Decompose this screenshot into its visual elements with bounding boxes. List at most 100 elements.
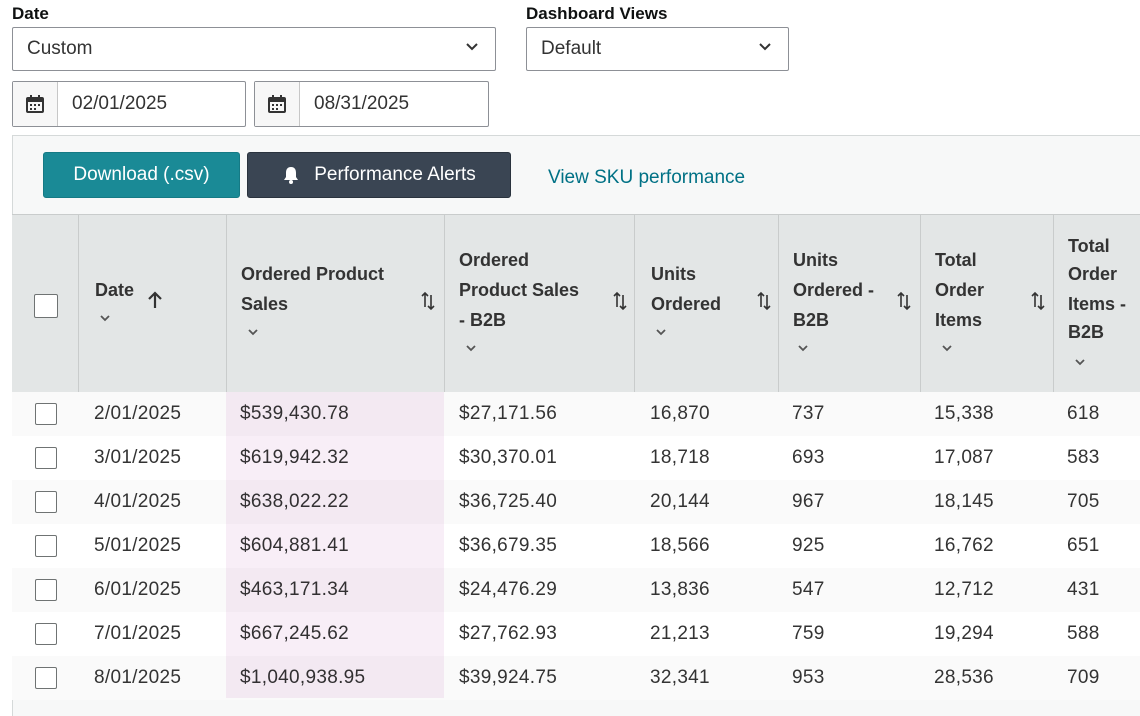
- table-row[interactable]: 7/01/2025$667,245.62$27,762.9321,2137591…: [12, 612, 1140, 656]
- view-sku-performance-link[interactable]: View SKU performance: [548, 167, 746, 188]
- cell-units-b2b: 693: [792, 447, 825, 468]
- header-toib2b-line2: Order: [1068, 264, 1118, 284]
- column-header-total-order-items-b2b[interactable]: Total Order Items - B2B: [1053, 215, 1140, 392]
- dashboard-views-select[interactable]: Default: [526, 27, 789, 71]
- chevron-down-icon[interactable]: [941, 343, 953, 353]
- cell-ops-b2b: $27,762.93: [459, 623, 558, 644]
- header-date-label: Date: [95, 280, 135, 300]
- column-header-ordered-product-sales[interactable]: Ordered Product Sales: [226, 215, 444, 392]
- chevron-down-icon[interactable]: [797, 343, 809, 353]
- performance-alerts-button[interactable]: Performance Alerts: [247, 152, 511, 198]
- chevron-down-icon: [466, 43, 478, 51]
- cell-toi-b2b: 431: [1067, 579, 1100, 600]
- start-date-input[interactable]: 02/01/2025: [12, 81, 246, 127]
- table-row[interactable]: 8/01/2025$1,040,938.95$39,924.7532,34195…: [12, 656, 1140, 700]
- table-header: Date Ordered Product Sales Ordered Produ…: [12, 214, 1140, 393]
- chevron-down-icon[interactable]: [465, 343, 477, 353]
- dashboard-views-label: Dashboard Views: [526, 4, 668, 23]
- header-unitsb2b-line2: Ordered -: [793, 280, 875, 300]
- end-date-input[interactable]: 08/31/2025: [254, 81, 489, 127]
- download-csv-label: Download (.csv): [73, 164, 210, 185]
- cell-ops-b2b: $36,725.40: [459, 491, 558, 512]
- select-all-header: [12, 215, 78, 392]
- header-toi-line3: Items: [935, 310, 983, 330]
- calendar-icon[interactable]: [255, 82, 300, 126]
- cell-toi-b2b: 651: [1067, 535, 1100, 556]
- row-checkbox[interactable]: [35, 667, 57, 689]
- arrow-up-icon[interactable]: [147, 291, 163, 309]
- header-toi-line2: Order: [935, 280, 985, 300]
- sort-icon[interactable]: [755, 291, 773, 311]
- cell-toi: 19,294: [934, 623, 994, 644]
- cell-ops-b2b: $24,476.29: [459, 579, 558, 600]
- header-units-line1: Units: [651, 264, 696, 284]
- cell-date: 4/01/2025: [94, 491, 182, 512]
- cell-units: 21,213: [650, 623, 710, 644]
- cell-units-b2b: 737: [792, 403, 825, 424]
- cell-units-b2b: 953: [792, 667, 825, 688]
- cell-date: 5/01/2025: [94, 535, 182, 556]
- row-checkbox[interactable]: [35, 403, 57, 425]
- cell-units: 32,341: [650, 667, 710, 688]
- column-header-total-order-items[interactable]: Total Order Items: [920, 215, 1053, 392]
- cell-toi-b2b: 583: [1067, 447, 1100, 468]
- cell-units-b2b: 925: [792, 535, 825, 556]
- header-toib2b-line1: Total: [1068, 236, 1110, 256]
- dashboard-views-value: Default: [541, 38, 602, 59]
- sort-icon[interactable]: [895, 291, 913, 311]
- row-checkbox[interactable]: [35, 623, 57, 645]
- bell-icon: [284, 167, 299, 184]
- cell-toi: 12,712: [934, 579, 994, 600]
- header-opsb2b-line2: Product Sales: [459, 280, 580, 300]
- header-toi-line1: Total: [935, 250, 977, 270]
- row-checkbox[interactable]: [35, 491, 57, 513]
- row-checkbox[interactable]: [35, 535, 57, 557]
- sort-icon[interactable]: [611, 291, 629, 311]
- cell-toi-b2b: 618: [1067, 403, 1100, 424]
- date-label: Date: [12, 4, 49, 23]
- calendar-icon[interactable]: [13, 82, 58, 126]
- cell-ops-b2b: $39,924.75: [459, 667, 558, 688]
- header-units-line2: Ordered: [651, 294, 722, 314]
- cell-date: 3/01/2025: [94, 447, 182, 468]
- performance-alerts-label: Performance Alerts: [314, 164, 476, 185]
- cell-units-b2b: 759: [792, 623, 825, 644]
- row-checkbox[interactable]: [35, 447, 57, 469]
- cell-ops-b2b: $27,171.56: [459, 403, 558, 424]
- chevron-down-icon[interactable]: [247, 327, 259, 337]
- header-toib2b-line4: B2B: [1068, 322, 1105, 342]
- highlighted-column: [226, 392, 444, 698]
- cell-toi-b2b: 705: [1067, 491, 1100, 512]
- header-ops-line2: Sales: [241, 294, 289, 314]
- row-checkbox[interactable]: [35, 579, 57, 601]
- cell-toi-b2b: 709: [1067, 667, 1100, 688]
- column-header-date[interactable]: Date: [78, 215, 226, 392]
- download-csv-button[interactable]: Download (.csv): [43, 152, 240, 198]
- table-row[interactable]: 4/01/2025$638,022.22$36,725.4020,1449671…: [12, 480, 1140, 524]
- cell-toi: 15,338: [934, 403, 994, 424]
- header-toib2b-line3: Items -: [1068, 294, 1127, 314]
- sort-icon[interactable]: [419, 291, 437, 311]
- column-header-units-ordered-b2b[interactable]: Units Ordered - B2B: [778, 215, 920, 392]
- column-header-units-ordered[interactable]: Units Ordered: [634, 215, 778, 392]
- table-row[interactable]: 6/01/2025$463,171.34$24,476.2913,8365471…: [12, 568, 1140, 612]
- chevron-down-icon[interactable]: [655, 327, 667, 337]
- end-date-value: 08/31/2025: [314, 93, 410, 114]
- header-unitsb2b-line1: Units: [793, 250, 838, 270]
- header-opsb2b-line3: - B2B: [459, 310, 507, 330]
- column-header-ordered-product-sales-b2b[interactable]: Ordered Product Sales - B2B: [444, 215, 634, 392]
- sort-icon[interactable]: [1029, 291, 1047, 311]
- date-range-select[interactable]: Custom: [12, 27, 496, 71]
- header-unitsb2b-line3: B2B: [793, 310, 830, 330]
- table-row[interactable]: 5/01/2025$604,881.41$36,679.3518,5669251…: [12, 524, 1140, 568]
- table-row[interactable]: 2/01/2025$539,430.78$27,171.5616,8707371…: [12, 392, 1140, 436]
- chevron-down-icon[interactable]: [1074, 357, 1086, 367]
- select-all-checkbox[interactable]: [34, 294, 58, 318]
- cell-units-b2b: 967: [792, 491, 825, 512]
- cell-toi: 16,762: [934, 535, 994, 556]
- chevron-down-icon[interactable]: [99, 313, 111, 323]
- cell-units: 13,836: [650, 579, 710, 600]
- cell-toi-b2b: 588: [1067, 623, 1100, 644]
- table-row[interactable]: 3/01/2025$619,942.32$30,370.0118,7186931…: [12, 436, 1140, 480]
- header-ops-line1: Ordered Product: [241, 264, 385, 284]
